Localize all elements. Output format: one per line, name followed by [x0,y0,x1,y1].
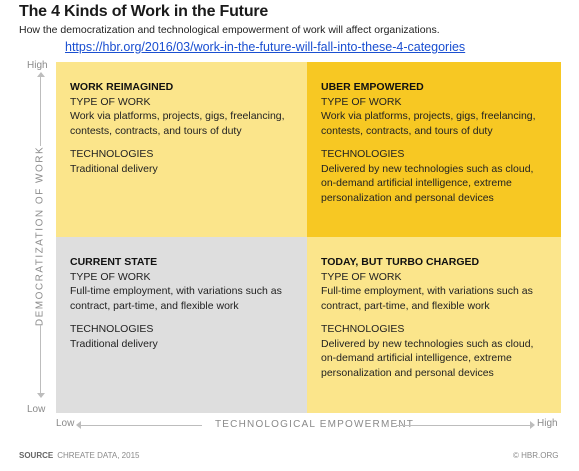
x-axis-line-right [396,425,530,426]
page-subtitle: How the democratization and technologica… [19,24,440,36]
type-of-work-label: TYPE OF WORK [70,95,151,108]
quadrant-work-reimagined: WORK REIMAGINED TYPE OF WORK Work via pl… [56,62,307,237]
quadrant-uber-empowered: UBER EMPOWERED TYPE OF WORK Work via pla… [307,62,561,237]
quadrant-today-but-turbo-charged: TODAY, BUT TURBO CHARGED TYPE OF WORK Fu… [307,237,561,413]
type-of-work-label: TYPE OF WORK [70,270,151,283]
y-axis-arrow-down-icon [37,393,45,398]
x-axis-title: TECHNOLOGICAL EMPOWERMENT [215,419,415,430]
article-link[interactable]: https://hbr.org/2016/03/work-in-the-futu… [65,40,466,54]
quadrant-title: TODAY, BUT TURBO CHARGED [321,256,480,268]
quadrant-title: WORK REIMAGINED [70,81,174,93]
technologies-text: Delivered by new technologies such as cl… [321,162,534,204]
y-axis-high-label: High [27,60,48,71]
source-text: CHREATE DATA, 2015 [57,451,140,460]
x-axis-line-left [80,425,202,426]
x-axis-high-label: High [537,418,558,429]
x-axis-arrow-right-icon [530,421,535,429]
technologies-label: TECHNOLOGIES [321,148,405,160]
type-of-work-text: Work via platforms, projects, gigs, free… [321,110,536,137]
technologies-label: TECHNOLOGIES [70,148,154,160]
x-axis-arrow-left-icon [76,421,81,429]
technologies-text: Traditional delivery [70,337,158,350]
technologies-text: Traditional delivery [70,162,158,175]
credit-note: © HBR.ORG [513,451,559,460]
technologies-label: TECHNOLOGIES [321,323,405,335]
type-of-work-text: Full-time employment, with variations su… [321,285,533,312]
y-axis-line-bottom [40,325,41,395]
source-label: SOURCE [19,451,54,460]
page-title: The 4 Kinds of Work in the Future [19,3,269,20]
type-of-work-label: TYPE OF WORK [321,270,402,283]
x-axis-low-label: Low [56,418,75,429]
technologies-text: Delivered by new technologies such as cl… [321,337,534,379]
y-axis-low-label: Low [27,404,46,415]
technologies-label: TECHNOLOGIES [70,323,154,335]
quadrant-current-state: CURRENT STATE TYPE OF WORK Full-time emp… [56,237,307,413]
y-axis-title: DEMOCRATIZATION OF WORK [34,145,46,327]
type-of-work-text: Full-time employment, with variations su… [70,285,282,312]
y-axis-line-top [40,76,41,146]
type-of-work-text: Work via platforms, projects, gigs, free… [70,110,285,137]
source-note: SOURCE CHREATE DATA, 2015 [19,451,139,460]
quadrant-title: CURRENT STATE [70,256,158,268]
quadrant-title: UBER EMPOWERED [321,81,424,93]
y-axis-arrow-up-icon [37,72,45,77]
type-of-work-label: TYPE OF WORK [321,95,402,108]
